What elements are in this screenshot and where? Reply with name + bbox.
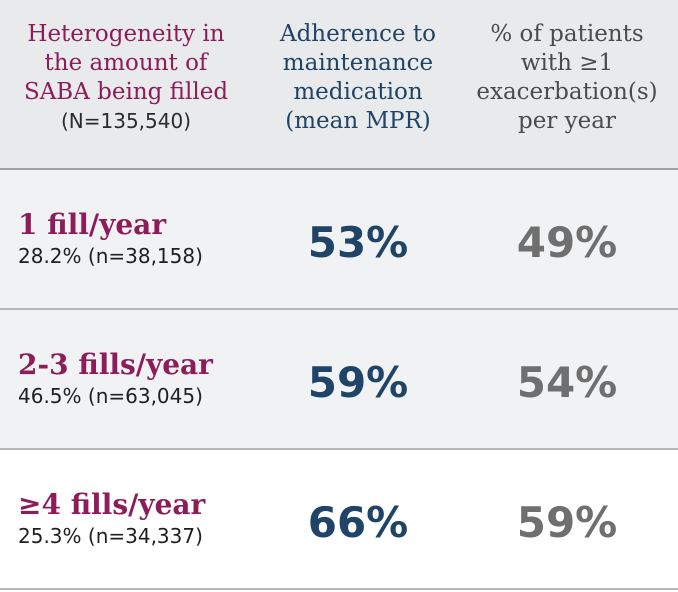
row-fill-category: ≥4 fills/year [18,488,206,521]
row-label: 2-3 fills/year 46.5% (n=63,045) [18,348,258,410]
row-exacerbation-value: 54% [516,358,618,407]
row-fill-category: 2-3 fills/year [18,348,213,381]
table-row-4-plus-fills: ≥4 fills/year 25.3% (n=34,337) 66% 59% [0,450,678,588]
row-divider [0,588,678,590]
header-saba-line-1: Heterogeneity in [27,21,225,47]
header-adherence: Adherence to maintenance medication (mea… [258,20,458,136]
row-adherence-value: 66% [307,498,409,547]
table-row-1-fill: 1 fill/year 28.2% (n=38,158) 53% 49% [0,170,678,308]
row-label: ≥4 fills/year 25.3% (n=34,337) [18,488,258,550]
header-adherence-line-2: maintenance [282,50,434,76]
row-exacerbation-value: 59% [516,498,618,547]
row-patient-count: 28.2% (n=38,158) [18,244,203,268]
header-exacerbation-line-3: exacerbation(s) [476,79,658,105]
header-exacerbation-line-4: per year [518,108,616,134]
row-divider [0,448,678,450]
table-header: Heterogeneity in the amount of SABA bein… [0,0,678,168]
header-exacerbation: % of patients with ≥1 exacerbation(s) pe… [456,20,678,136]
row-exacerbation-value: 49% [516,218,618,267]
header-adherence-line-3: medication [293,79,423,105]
header-adherence-line-1: Adherence to [279,21,437,47]
table-row-2-3-fills: 2-3 fills/year 46.5% (n=63,045) 59% 54% [0,310,678,448]
header-exacerbation-line-1: % of patients [490,21,644,47]
row-patient-count: 25.3% (n=34,337) [18,524,203,548]
row-label: 1 fill/year 28.2% (n=38,158) [18,208,258,270]
row-adherence-value: 53% [307,218,409,267]
row-fill-category: 1 fill/year [18,208,167,241]
row-adherence-value: 59% [307,358,409,407]
header-exacerbation-line-2: with ≥1 [520,50,614,76]
header-adherence-line-4: (mean MPR) [285,108,431,134]
row-patient-count: 46.5% (n=63,045) [18,384,203,408]
header-divider [0,168,678,170]
header-saba-line-2: the amount of [44,50,208,76]
row-divider [0,308,678,310]
header-saba-fills: Heterogeneity in the amount of SABA bein… [0,20,252,136]
header-saba-line-3: SABA being filled [23,79,229,105]
header-total-n: (N=135,540) [60,109,192,133]
